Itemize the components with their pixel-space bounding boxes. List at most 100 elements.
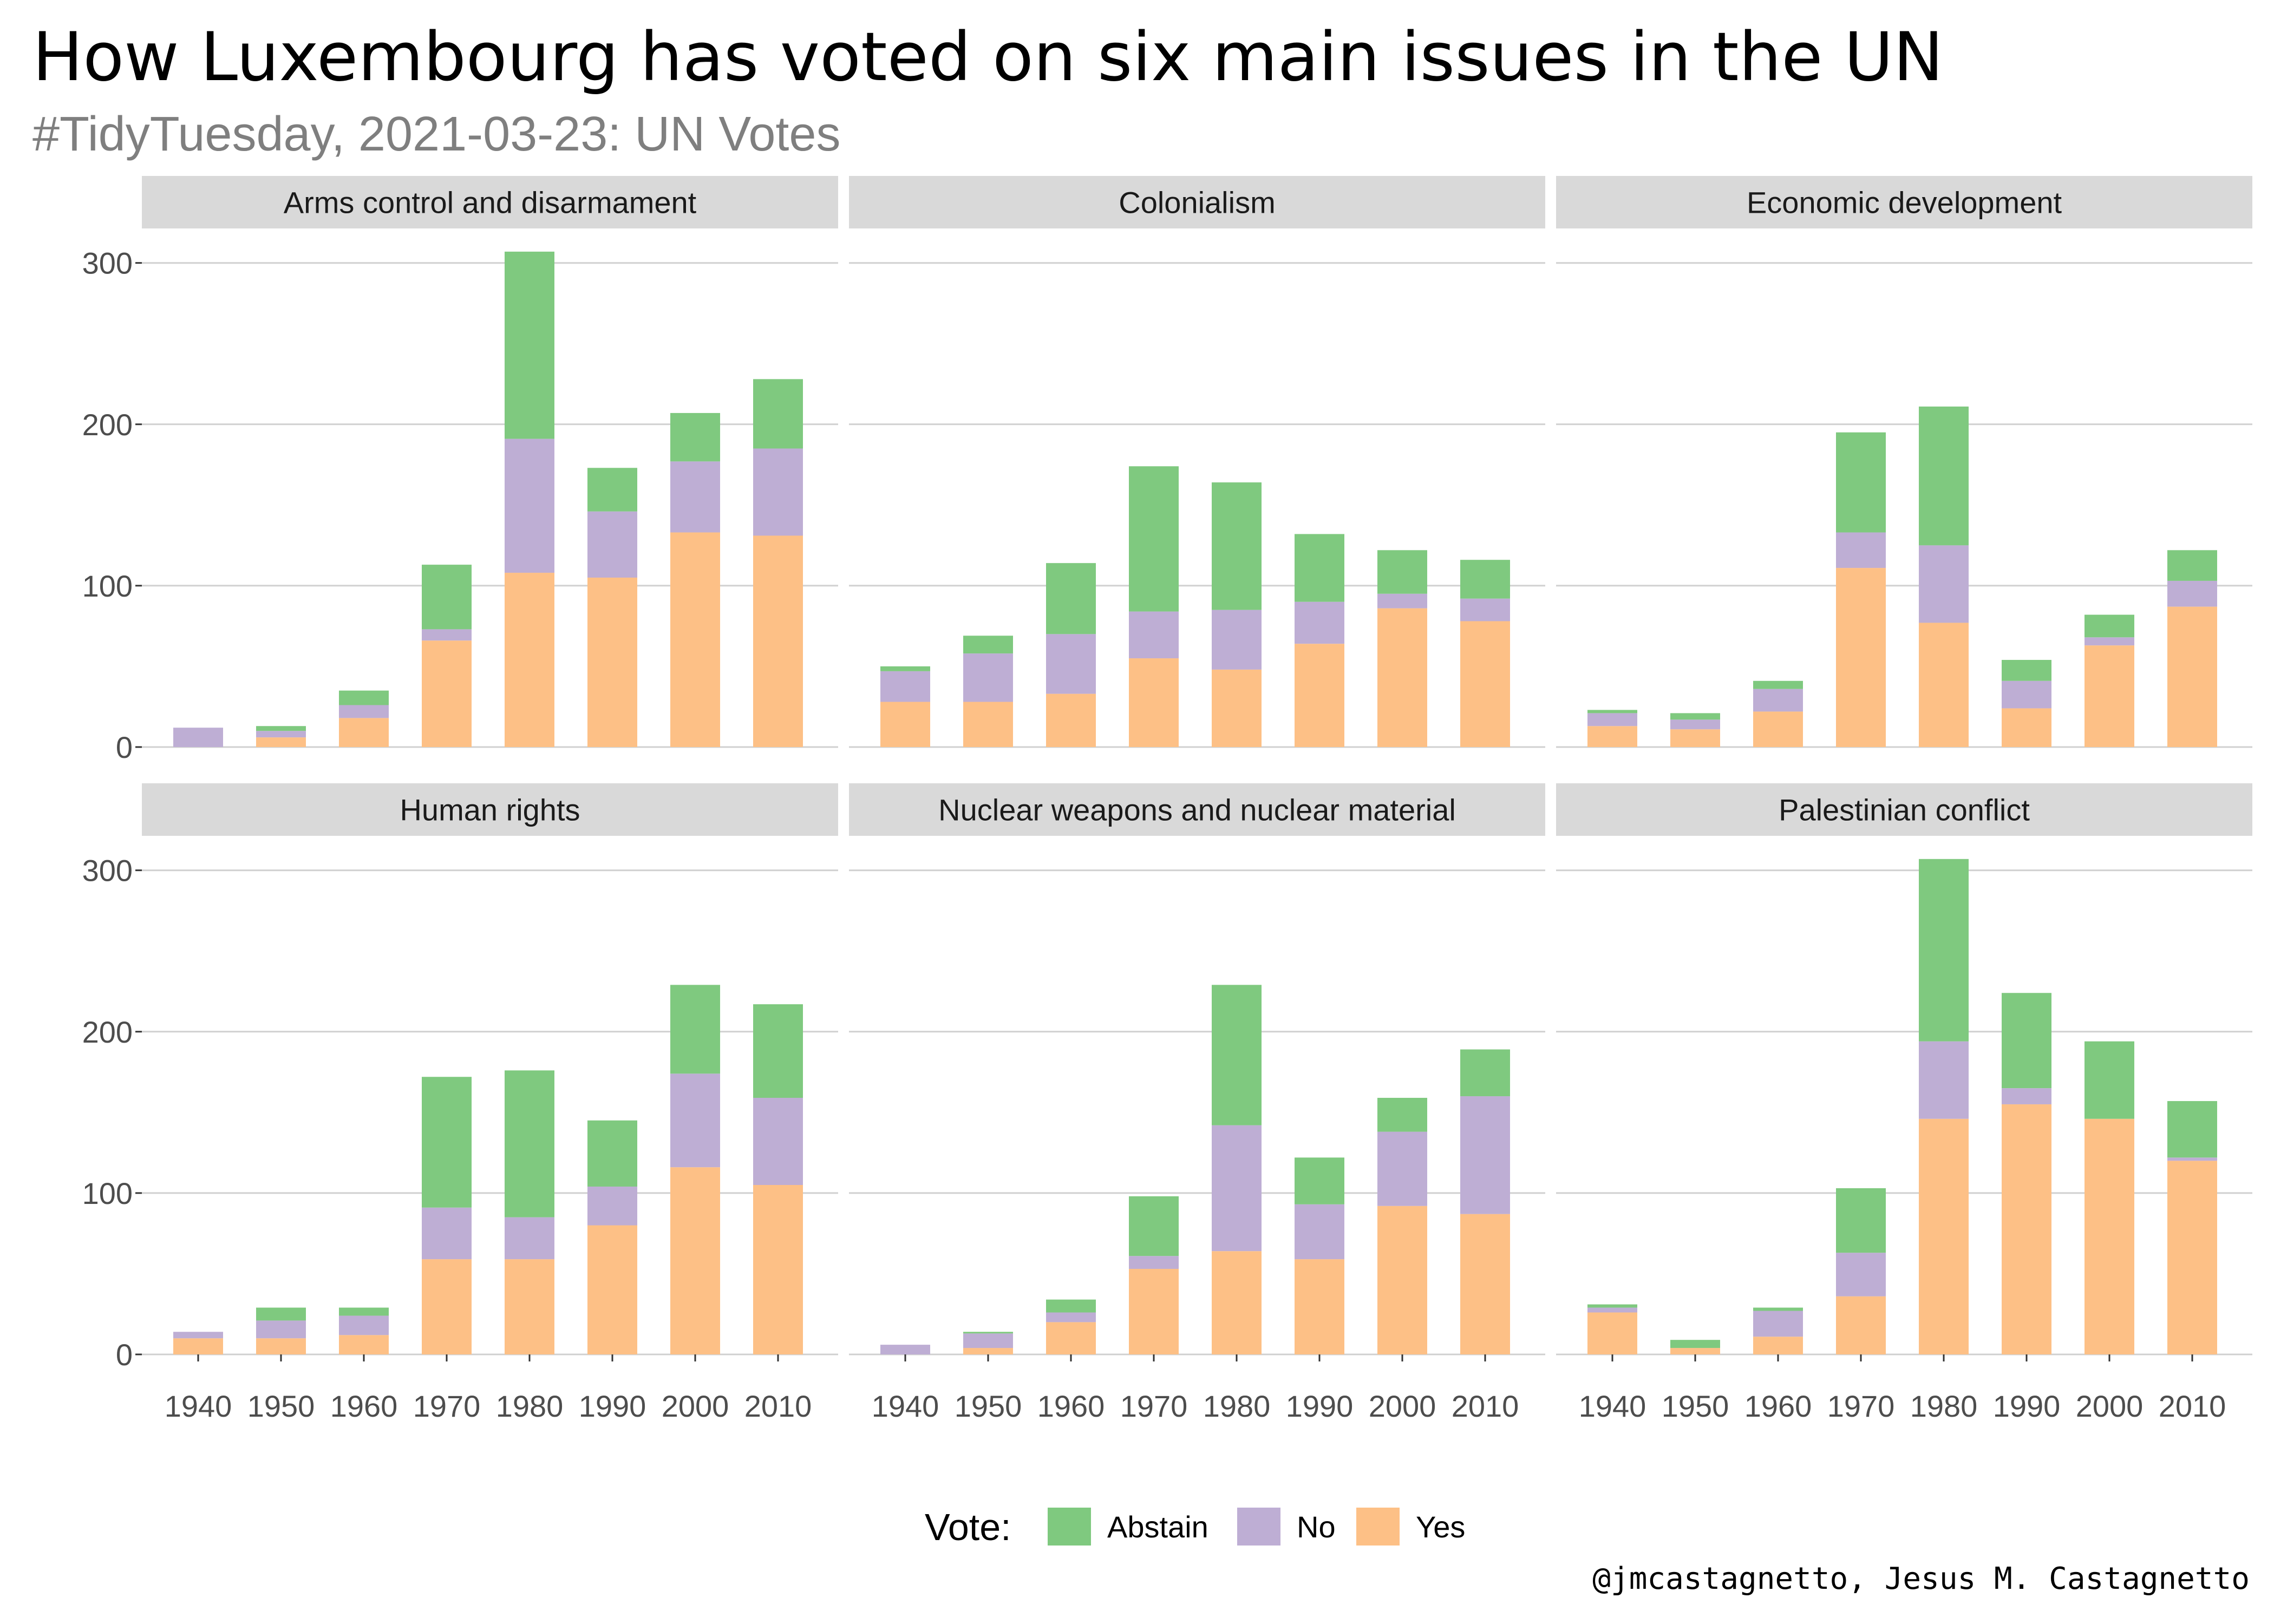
x-tick-label: 1980 xyxy=(496,1389,564,1423)
bar-no xyxy=(670,1073,720,1168)
facet-strip xyxy=(1556,783,2252,836)
bar-yes xyxy=(753,535,803,747)
bar-no xyxy=(2084,637,2134,646)
bar-abstain xyxy=(670,412,720,462)
bar-no xyxy=(2002,680,2051,709)
bar-abstain xyxy=(1377,1098,1427,1132)
x-tick-label: 1980 xyxy=(1910,1389,1978,1423)
x-tick-label: 1970 xyxy=(1827,1389,1895,1423)
facet-strip xyxy=(849,783,1545,836)
x-tick-label: 1990 xyxy=(579,1389,646,1423)
facet-panel: Palestinian conflict 1940 1950 1960 1970 1980… xyxy=(1556,783,2252,1423)
bar-abstain xyxy=(1212,482,1262,610)
bar-no xyxy=(1587,713,1637,726)
bar-abstain xyxy=(670,985,720,1074)
bar-abstain xyxy=(1295,1157,1344,1204)
x-tick-label: 1980 xyxy=(1203,1389,1271,1423)
bar-no xyxy=(1046,634,1096,694)
bar-yes xyxy=(587,1225,637,1354)
bar-abstain xyxy=(2167,550,2217,581)
x-tick-label: 2010 xyxy=(2159,1389,2226,1423)
facet-panels: Arms control and disarmament 0 100 200 300 Co… xyxy=(82,176,2252,1423)
legend-label-yes: Yes xyxy=(1416,1510,1465,1544)
bar-no xyxy=(880,671,930,702)
bar-yes xyxy=(339,1335,389,1354)
bar-no xyxy=(753,1098,803,1185)
bar-abstain xyxy=(256,726,306,731)
bar-no xyxy=(173,728,223,747)
y-tick-label: 300 xyxy=(82,854,133,888)
bar-no xyxy=(1046,1312,1096,1322)
bar-yes xyxy=(1460,621,1510,747)
x-tick-label: 1990 xyxy=(1993,1389,2061,1423)
bar-no xyxy=(1212,1125,1262,1252)
bar-abstain xyxy=(587,1120,637,1187)
bar-yes xyxy=(753,1184,803,1354)
bar-no xyxy=(587,1186,637,1226)
x-tick-label: 1950 xyxy=(247,1389,315,1423)
bar-abstain xyxy=(2002,993,2051,1089)
bar-abstain xyxy=(963,636,1013,654)
bar-no xyxy=(1377,1131,1427,1206)
bar-yes xyxy=(422,640,472,747)
bar-abstain xyxy=(1836,1188,1886,1253)
bar-abstain xyxy=(1046,563,1096,634)
bar-yes xyxy=(1836,568,1886,747)
bar-yes xyxy=(963,702,1013,747)
bar-abstain xyxy=(1046,1299,1096,1313)
bar-no xyxy=(1836,1253,1886,1296)
bar-no xyxy=(339,705,389,718)
bar-no xyxy=(1295,1204,1344,1260)
facet-panel: Colonialism xyxy=(849,176,1545,748)
bar-abstain xyxy=(339,1307,389,1316)
bar-yes xyxy=(256,737,306,747)
bar-no xyxy=(1919,1041,1969,1119)
x-tick-label: 2000 xyxy=(1369,1389,1436,1423)
bar-yes xyxy=(1295,1259,1344,1354)
x-tick-label: 2000 xyxy=(2076,1389,2144,1423)
bar-no xyxy=(963,1333,1013,1348)
x-tick-label: 1960 xyxy=(1744,1389,1812,1423)
y-tick-label: 100 xyxy=(82,1176,133,1210)
bar-no xyxy=(1212,610,1262,670)
bar-abstain xyxy=(753,1004,803,1098)
bar-abstain xyxy=(2084,1041,2134,1119)
bar-no xyxy=(1753,1311,1803,1337)
bar-yes xyxy=(1836,1296,1886,1354)
bar-no xyxy=(670,461,720,533)
bar-yes xyxy=(670,532,720,747)
facet-panel: Economic development xyxy=(1556,176,2252,748)
bar-abstain xyxy=(505,251,554,439)
bar-yes xyxy=(1753,1337,1803,1354)
legend: Vote: Abstain No Yes xyxy=(925,1506,1465,1548)
facet-strip xyxy=(1556,176,2252,228)
bar-no xyxy=(1460,1096,1510,1214)
y-tick-label: 0 xyxy=(116,1338,133,1372)
legend-key-yes xyxy=(1356,1508,1400,1546)
bar-yes xyxy=(670,1167,720,1354)
bar-no xyxy=(339,1315,389,1335)
bar-yes xyxy=(1295,644,1344,747)
y-tick-label: 300 xyxy=(82,246,133,280)
bar-yes xyxy=(1212,1251,1262,1354)
x-tick-label: 2010 xyxy=(744,1389,812,1423)
facet-strip-label: Economic development xyxy=(1747,186,2062,220)
bar-yes xyxy=(505,573,554,747)
bar-no xyxy=(880,1345,930,1354)
bar-yes xyxy=(2167,1161,2217,1354)
bar-abstain xyxy=(1919,407,1969,546)
bar-yes xyxy=(1377,608,1427,747)
chart-title: How Luxembourg has voted on six main iss… xyxy=(32,18,1943,96)
bar-abstain xyxy=(1460,1049,1510,1097)
facet-panel: Nuclear weapons and nuclear material 1940… xyxy=(849,783,1545,1423)
bar-abstain xyxy=(2002,660,2051,681)
bar-no xyxy=(963,653,1013,702)
legend-title: Vote: xyxy=(925,1506,1011,1548)
bar-abstain xyxy=(256,1307,306,1321)
bar-yes xyxy=(1919,623,1969,747)
bar-yes xyxy=(339,718,389,747)
bar-no xyxy=(1919,545,1969,623)
bar-abstain xyxy=(1753,680,1803,689)
bar-no xyxy=(2167,580,2217,607)
bar-abstain xyxy=(1587,1304,1637,1308)
